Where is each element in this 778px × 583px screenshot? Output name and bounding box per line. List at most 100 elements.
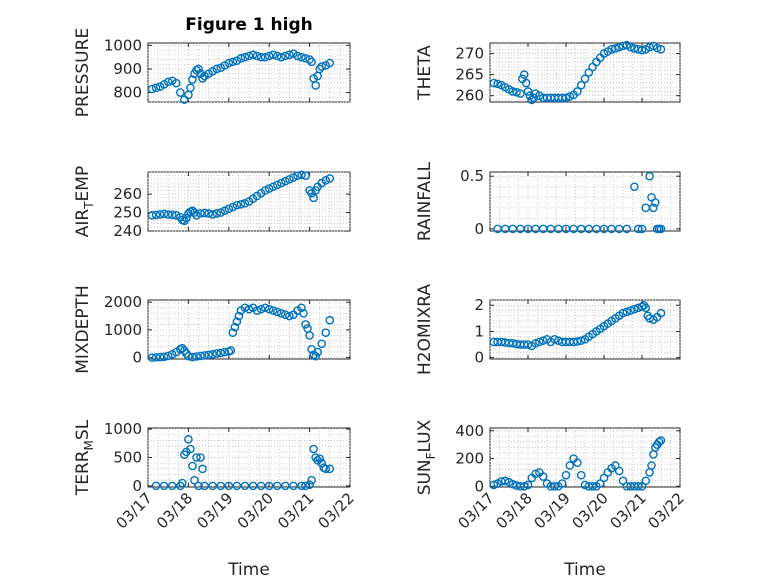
data-point <box>550 482 559 491</box>
x-tick-label: 03/21 <box>274 489 317 532</box>
data-point <box>234 311 244 321</box>
data-point <box>523 87 533 96</box>
data-point <box>252 306 262 315</box>
data-point <box>228 57 238 67</box>
data-point <box>317 339 327 349</box>
data-point <box>285 311 294 321</box>
data-point <box>224 58 234 68</box>
y-tick-label: 500 <box>113 449 142 467</box>
data-point <box>297 481 306 491</box>
data-point <box>523 480 533 490</box>
grid-lines <box>489 428 681 487</box>
data-point <box>190 475 199 485</box>
panel-rainfall: 0 0.5 RAINFALL <box>415 161 681 241</box>
data-point <box>264 184 274 193</box>
y-tick-label: 2000 <box>104 293 142 311</box>
data-point <box>301 320 310 329</box>
data-point <box>651 198 660 207</box>
data-point <box>236 54 246 63</box>
panel-h2omixra: 0 1 2 H2OMIXRA <box>415 284 681 375</box>
data-point <box>630 304 639 314</box>
data-point <box>244 51 254 61</box>
data-point <box>285 175 294 184</box>
data-point <box>656 224 666 234</box>
data-point <box>630 182 639 192</box>
y-axis-label: RAINFALL <box>415 161 435 241</box>
data-point <box>281 481 290 491</box>
data-point <box>576 80 586 90</box>
data-point <box>163 77 173 87</box>
data-point <box>200 481 209 491</box>
data-point <box>301 171 310 180</box>
data-point <box>186 444 195 454</box>
data-point <box>315 454 325 463</box>
data-point <box>311 351 320 361</box>
data-point <box>226 346 236 355</box>
y-axis-label: THETA <box>415 45 435 101</box>
data-point <box>588 482 597 491</box>
data-point <box>260 52 270 62</box>
data-point <box>240 52 250 62</box>
y-tick-label: 1000 <box>104 420 142 438</box>
y-tick-label: 0 <box>474 220 484 238</box>
y-tick-label: 250 <box>113 204 142 222</box>
x-tick-label: 03/18 <box>153 489 196 532</box>
y-tick-label: 1000 <box>104 36 142 54</box>
data-point <box>147 84 157 94</box>
x-axis-label: Time <box>227 560 270 580</box>
data-point <box>637 302 647 311</box>
data-point <box>147 211 157 220</box>
x-tick-label: 03/17 <box>455 489 498 532</box>
data-point <box>305 55 314 64</box>
data-point <box>321 464 331 474</box>
data-point <box>630 44 639 53</box>
data-point <box>311 81 320 90</box>
data-point <box>194 481 203 491</box>
data-point <box>260 186 270 195</box>
data-point <box>163 351 173 361</box>
data-point <box>204 209 213 218</box>
panel-mixdepth: 0 1000 2000 MIXDEPTH <box>73 285 351 374</box>
data-point <box>212 209 221 218</box>
data-point <box>489 480 499 490</box>
data-point <box>216 348 226 358</box>
data-point <box>325 315 335 325</box>
data-point <box>614 466 624 476</box>
y-tick-label: 400 <box>455 422 484 440</box>
y-tick-label: 265 <box>455 66 484 84</box>
data-point <box>194 64 203 74</box>
data-point <box>155 352 165 362</box>
data-point <box>618 308 628 318</box>
y-axis-label: TERRMSL <box>73 419 96 496</box>
y-tick-label: 260 <box>455 87 484 105</box>
data-point <box>232 481 242 491</box>
y-axis-label: AIRTEMP <box>73 166 96 237</box>
data-point <box>561 93 571 103</box>
data-point <box>315 64 325 74</box>
data-point <box>198 464 207 474</box>
data-point <box>641 303 651 313</box>
data-point <box>645 171 654 181</box>
data-point <box>151 210 161 220</box>
data-point <box>188 352 197 362</box>
data-point <box>321 328 331 337</box>
data-point <box>654 437 664 447</box>
data-point <box>293 171 302 180</box>
data-point <box>182 213 191 223</box>
data-point <box>293 51 302 61</box>
data-point <box>272 180 282 190</box>
data-point <box>272 307 282 317</box>
y-tick-label: 1 <box>474 322 484 340</box>
data-point <box>538 472 548 481</box>
data-point <box>277 52 286 62</box>
data-point <box>264 51 274 61</box>
data-point <box>224 481 234 491</box>
y-axis-label: SUNFLUX <box>415 419 438 495</box>
x-tick-label: 03/22 <box>645 489 688 532</box>
data-point <box>178 478 187 488</box>
data-point <box>184 351 193 361</box>
data-point <box>244 304 254 314</box>
data-point <box>204 350 213 360</box>
data-point <box>281 51 290 61</box>
data-point <box>614 42 624 52</box>
